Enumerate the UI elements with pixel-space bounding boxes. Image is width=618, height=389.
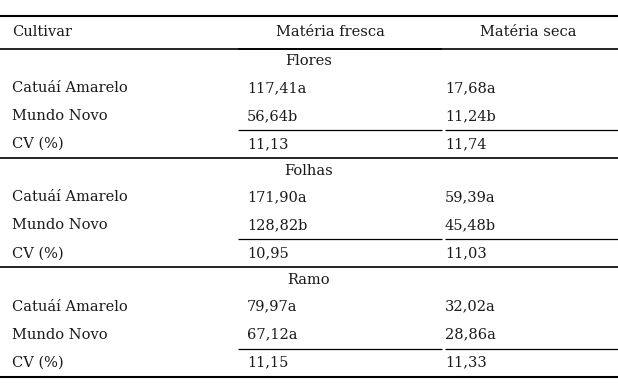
Text: Catuáí Amarelo: Catuáí Amarelo bbox=[12, 190, 128, 204]
Text: CV (%): CV (%) bbox=[12, 356, 64, 370]
Text: Matéria fresca: Matéria fresca bbox=[276, 25, 385, 39]
Text: Mundo Novo: Mundo Novo bbox=[12, 218, 108, 232]
Text: 56,64b: 56,64b bbox=[247, 109, 298, 123]
Text: 45,48b: 45,48b bbox=[445, 218, 496, 232]
Text: 17,68a: 17,68a bbox=[445, 81, 496, 95]
Text: 11,24b: 11,24b bbox=[445, 109, 496, 123]
Text: Mundo Novo: Mundo Novo bbox=[12, 328, 108, 342]
Text: 28,86a: 28,86a bbox=[445, 328, 496, 342]
Text: Mundo Novo: Mundo Novo bbox=[12, 109, 108, 123]
Text: 79,97a: 79,97a bbox=[247, 300, 298, 314]
Text: 128,82b: 128,82b bbox=[247, 218, 308, 232]
Text: 11,03: 11,03 bbox=[445, 246, 487, 260]
Text: 59,39a: 59,39a bbox=[445, 190, 496, 204]
Text: 117,41a: 117,41a bbox=[247, 81, 307, 95]
Text: Folhas: Folhas bbox=[285, 164, 333, 177]
Text: CV (%): CV (%) bbox=[12, 246, 64, 260]
Text: Catuáí Amarelo: Catuáí Amarelo bbox=[12, 300, 128, 314]
Text: Catuáí Amarelo: Catuáí Amarelo bbox=[12, 81, 128, 95]
Text: 11,74: 11,74 bbox=[445, 137, 486, 151]
Text: 67,12a: 67,12a bbox=[247, 328, 298, 342]
Text: 11,15: 11,15 bbox=[247, 356, 289, 370]
Text: 11,33: 11,33 bbox=[445, 356, 487, 370]
Text: 11,13: 11,13 bbox=[247, 137, 289, 151]
Text: 32,02a: 32,02a bbox=[445, 300, 496, 314]
Text: 10,95: 10,95 bbox=[247, 246, 289, 260]
Text: Ramo: Ramo bbox=[288, 273, 330, 287]
Text: Flores: Flores bbox=[286, 54, 332, 68]
Text: CV (%): CV (%) bbox=[12, 137, 64, 151]
Text: 171,90a: 171,90a bbox=[247, 190, 307, 204]
Text: Cultivar: Cultivar bbox=[12, 25, 72, 39]
Text: Matéria seca: Matéria seca bbox=[480, 25, 577, 39]
